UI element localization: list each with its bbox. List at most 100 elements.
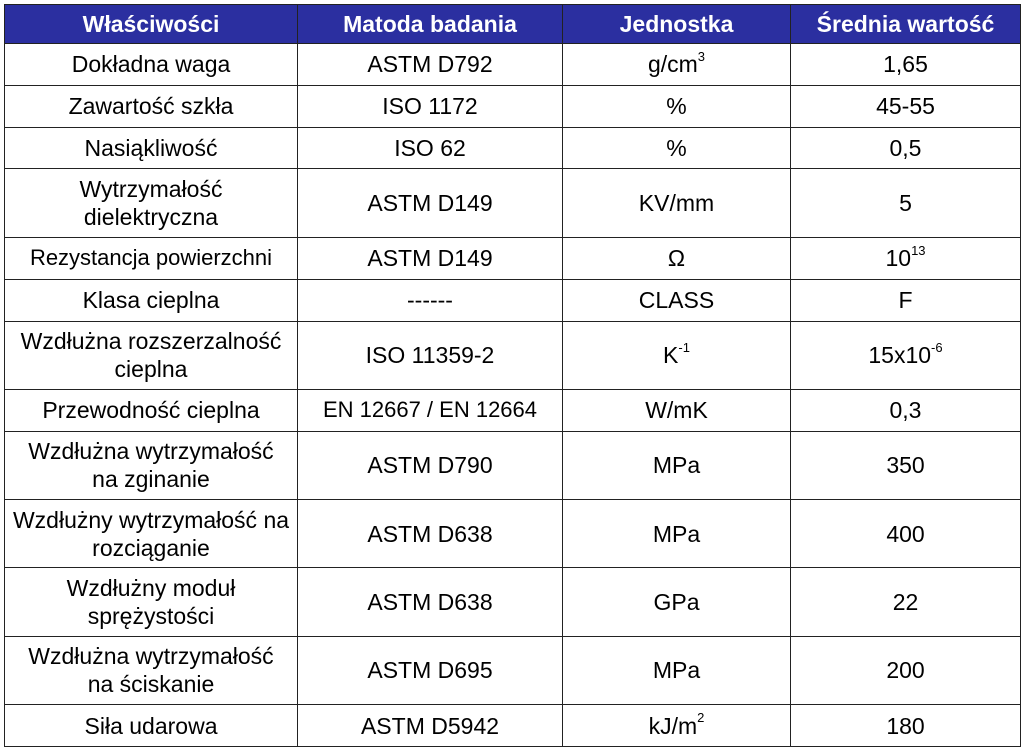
value-text: 0,3 xyxy=(889,397,922,424)
value-cell: 1,65 xyxy=(790,43,1021,86)
method-cell: ASTM D149 xyxy=(297,236,563,280)
method-cell: ASTM D638 xyxy=(297,567,563,637)
value-text: 15x10 xyxy=(868,342,932,369)
unit-cell: MPa xyxy=(562,499,791,569)
value-text: 400 xyxy=(886,520,925,547)
value-text: 10 xyxy=(885,245,912,272)
method-cell: ISO 11359-2 xyxy=(297,320,563,390)
unit-text: W/mK xyxy=(645,397,708,424)
value-cell: 5 xyxy=(790,168,1021,238)
unit-cell: MPa xyxy=(562,430,791,501)
table-row: Siła udarowa ASTM D5942 kJ/m2 180 xyxy=(4,704,1021,747)
unit-cell: K-1 xyxy=(562,320,791,390)
property-cell: Wytrzymałość dielektryczna xyxy=(4,168,298,238)
value-cell: 350 xyxy=(790,430,1021,501)
value-cell: 0,3 xyxy=(790,388,1021,432)
value-text: 180 xyxy=(886,712,925,739)
table-row: Zawartość szkła ISO 1172 % 45-55 xyxy=(4,84,1021,128)
header-property: Właściwości xyxy=(4,4,298,44)
unit-cell: Ω xyxy=(562,236,791,280)
method-cell: ASTM D790 xyxy=(297,430,563,501)
value-cell: 200 xyxy=(790,635,1021,706)
value-text: 1,65 xyxy=(883,51,928,78)
property-cell: Nasiąkliwość xyxy=(4,126,298,170)
method-cell: ISO 1172 xyxy=(297,84,563,128)
value-cell: 1013 xyxy=(790,236,1021,280)
value-text: 350 xyxy=(886,452,925,479)
property-cell: Siła udarowa xyxy=(4,704,298,747)
unit-text: K xyxy=(663,342,679,369)
value-text: 45-55 xyxy=(876,93,935,120)
unit-text: % xyxy=(666,93,687,120)
unit-superscript: -1 xyxy=(678,339,690,355)
table-row: Dokładna waga ASTM D792 g/cm3 1,65 xyxy=(4,43,1021,86)
value-cell: F xyxy=(790,278,1021,322)
value-superscript: 13 xyxy=(911,242,926,258)
value-text: F xyxy=(898,287,913,314)
value-cell: 45-55 xyxy=(790,84,1021,128)
unit-text: Ω xyxy=(667,245,686,272)
table-row: Wytrzymałość dielektryczna ASTM D149 KV/… xyxy=(4,168,1021,238)
unit-cell: MPa xyxy=(562,635,791,706)
table-row: Rezystancja powierzchni ASTM D149 Ω 1013 xyxy=(4,236,1021,280)
table-row: Wzdłużny moduł sprężystości ASTM D638 GP… xyxy=(4,567,1021,637)
unit-text: KV/mm xyxy=(638,190,715,217)
header-value: Średnia wartość xyxy=(790,4,1021,44)
property-cell: Wzdłużna wytrzymałość na ściskanie xyxy=(4,635,298,706)
method-cell: ASTM D5942 xyxy=(297,704,563,747)
header-method: Matoda badania xyxy=(297,4,563,44)
table-row: Przewodność cieplna EN 12667 / EN 12664 … xyxy=(4,388,1021,432)
method-cell: ASTM D149 xyxy=(297,168,563,238)
method-cell: ------ xyxy=(297,278,563,322)
unit-text: MPa xyxy=(652,452,701,479)
properties-table: Właściwości Matoda badania Jednostka Śre… xyxy=(4,4,1021,747)
table-row: Wzdłużna rozszerzalność cieplna ISO 1135… xyxy=(4,320,1021,390)
value-cell: 0,5 xyxy=(790,126,1021,170)
table-row: Nasiąkliwość ISO 62 % 0,5 xyxy=(4,126,1021,170)
unit-text: MPa xyxy=(652,657,701,684)
unit-superscript: 2 xyxy=(697,709,705,725)
unit-cell: W/mK xyxy=(562,388,791,432)
value-text: 22 xyxy=(892,589,919,616)
header-row: Właściwości Matoda badania Jednostka Śre… xyxy=(4,4,1021,44)
property-cell: Dokładna waga xyxy=(4,43,298,86)
value-text: 5 xyxy=(899,190,912,217)
method-cell: ASTM D695 xyxy=(297,635,563,706)
value-text: 200 xyxy=(886,657,925,684)
value-text: 0,5 xyxy=(889,135,922,162)
property-cell: Klasa cieplna xyxy=(4,278,298,322)
property-cell: Wzdłużny moduł sprężystości xyxy=(4,567,298,637)
method-cell: ASTM D638 xyxy=(297,499,563,569)
table-row: Wzdłużna wytrzymałość na ściskanie ASTM … xyxy=(4,635,1021,706)
unit-text: g/cm xyxy=(647,51,698,78)
table-row: Wzdłużny wytrzymałość na rozciąganie AST… xyxy=(4,499,1021,569)
method-cell: ISO 62 xyxy=(297,126,563,170)
unit-cell: % xyxy=(562,84,791,128)
unit-text: GPa xyxy=(653,589,700,616)
property-cell: Przewodność cieplna xyxy=(4,388,298,432)
unit-cell: % xyxy=(562,126,791,170)
value-cell: 22 xyxy=(790,567,1021,637)
value-cell: 400 xyxy=(790,499,1021,569)
unit-cell: kJ/m2 xyxy=(562,704,791,747)
unit-text: kJ/m xyxy=(648,712,698,739)
unit-text: CLASS xyxy=(638,287,715,314)
unit-superscript: 3 xyxy=(697,48,706,64)
property-cell: Zawartość szkła xyxy=(4,84,298,128)
value-superscript: -6 xyxy=(931,339,943,355)
header-unit: Jednostka xyxy=(562,4,791,44)
value-cell: 180 xyxy=(790,704,1021,747)
unit-cell: KV/mm xyxy=(562,168,791,238)
unit-cell: g/cm3 xyxy=(562,43,791,86)
unit-text: % xyxy=(666,135,687,162)
method-cell: ASTM D792 xyxy=(297,43,563,86)
method-cell: EN 12667 / EN 12664 xyxy=(297,388,563,432)
property-cell: Wzdłużny wytrzymałość na rozciąganie xyxy=(4,499,298,569)
table-row: Wzdłużna wytrzymałość na zginanie ASTM D… xyxy=(4,430,1021,501)
value-cell: 15x10-6 xyxy=(790,320,1021,390)
unit-cell: GPa xyxy=(562,567,791,637)
property-cell: Wzdłużna rozszerzalność cieplna xyxy=(4,320,298,390)
table-row: Klasa cieplna ------ CLASS F xyxy=(4,278,1021,322)
unit-text: MPa xyxy=(652,520,701,547)
unit-cell: CLASS xyxy=(562,278,791,322)
